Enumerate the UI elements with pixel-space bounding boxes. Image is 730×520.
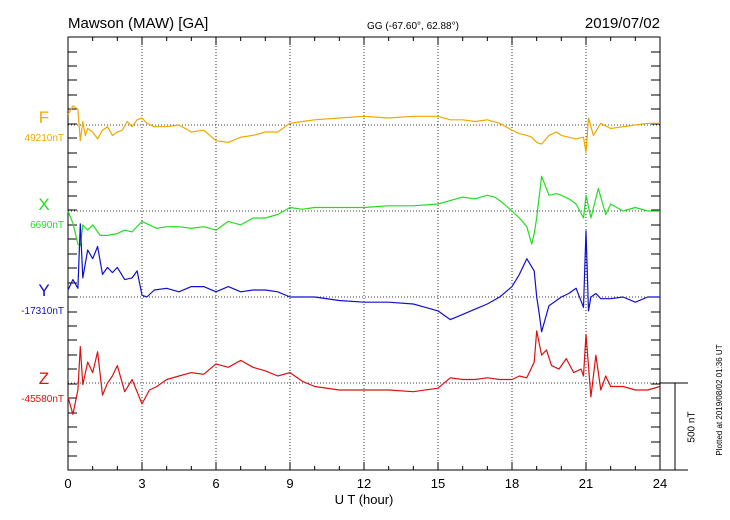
x-tick-label-15: 15 [431,476,445,491]
x-tick-label-0: 0 [64,476,71,491]
baseline-value-f: 49210nT [25,133,64,144]
grid-lines [68,37,660,470]
scale-bar: 500 nT [660,382,698,471]
x-tick-label-21: 21 [579,476,593,491]
x-tick-labels: 0 3 6 9 12 15 18 21 24 [64,476,667,491]
series-lines [67,105,661,415]
x-axis-label: U T (hour) [335,492,394,507]
x-tick-label-18: 18 [505,476,519,491]
series-line-y [67,223,660,333]
station-title: Mawson (MAW) [GA] [68,15,208,32]
x-tick-label-3: 3 [138,476,145,491]
x-tick-label-12: 12 [357,476,371,491]
scale-bar-label: 500 nT [687,411,698,442]
series-line-x [67,175,660,247]
x-tick-label-24: 24 [653,476,667,491]
component-label-z: Z [39,369,49,388]
component-label-x: X [38,195,49,214]
station-coords: GG (-67.60°, 62.88°) [367,21,459,32]
x-tick-label-9: 9 [286,476,293,491]
series-line-f [67,105,660,154]
axis-ticks [67,37,661,470]
x-tick-label-6: 6 [212,476,219,491]
baseline-value-x: 6690nT [30,220,64,231]
component-label-f: F [39,108,49,127]
plot-date: 2019/07/02 [585,15,660,32]
series-line-z [67,330,661,415]
plotted-timestamp: Plotted at 2019/08/02 01:36 UT [715,344,724,455]
component-labels: F 49210nT X 6690nT Y -17310nT Z -45580nT [21,108,64,405]
baseline-value-z: -45580nT [21,394,64,405]
component-label-y: Y [38,281,49,300]
baseline-value-y: -17310nT [21,306,64,317]
